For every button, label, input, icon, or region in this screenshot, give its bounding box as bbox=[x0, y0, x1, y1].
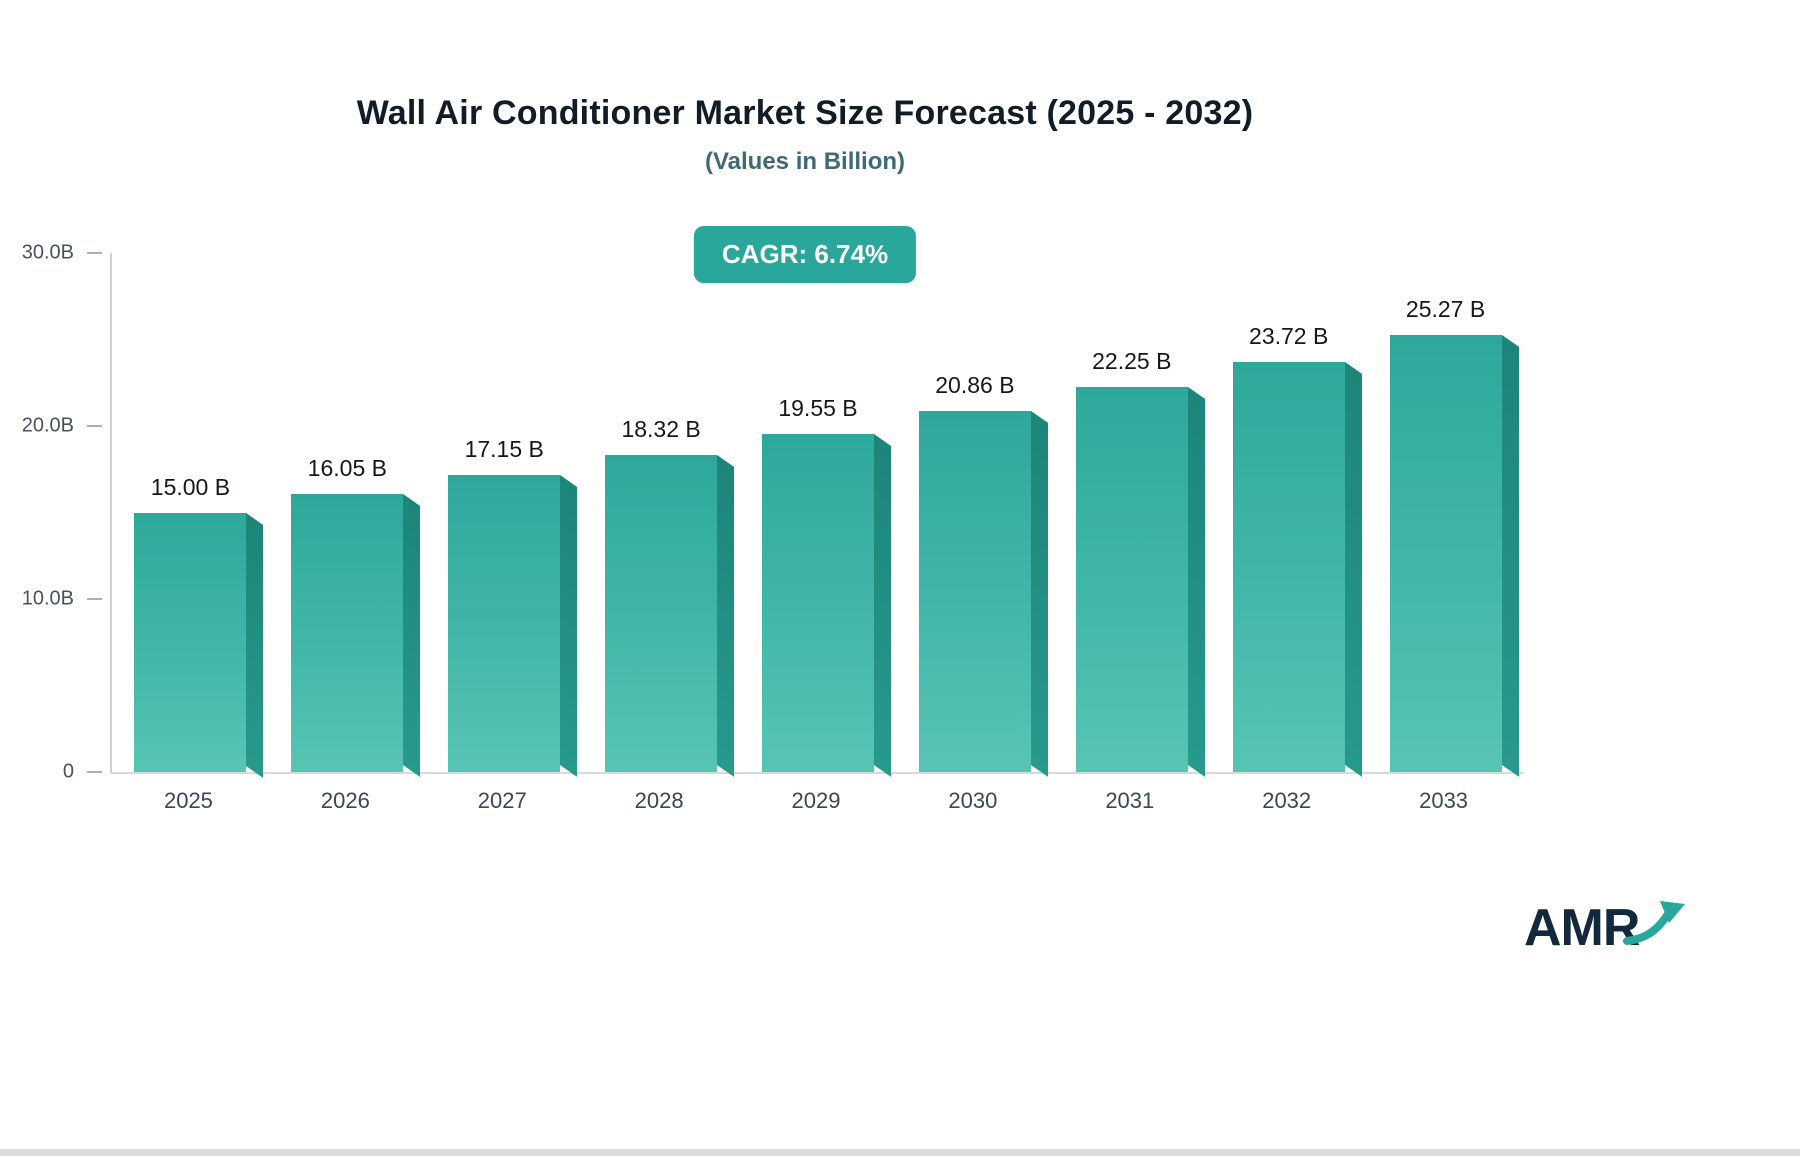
bar: 15.00 B bbox=[134, 474, 264, 777]
bar-group: 18.32 B bbox=[583, 253, 740, 777]
y-tick-label: 10.0B bbox=[21, 587, 74, 610]
bar: 19.55 B bbox=[762, 395, 891, 777]
y-tick-label: 30.0B bbox=[21, 241, 74, 264]
bar-group: 16.05 B bbox=[269, 253, 426, 777]
bar-group: 22.25 B bbox=[1053, 253, 1210, 777]
bar-group: 25.27 B bbox=[1367, 253, 1524, 777]
cagr-badge-label: CAGR: 6.74% bbox=[721, 239, 889, 269]
bar-side-face bbox=[717, 455, 735, 777]
amr-logo: AMR bbox=[1524, 898, 1687, 958]
chart-subtitle: (Values in Billion) bbox=[704, 148, 906, 175]
bar-value-label: 17.15 B bbox=[464, 436, 544, 463]
bar: 18.32 B bbox=[605, 416, 735, 777]
x-axis-label: 2028 bbox=[634, 788, 684, 813]
bars-container: 15.00 B 16.05 B 17.15 B 18.32 B 19.55 B 20.86… bbox=[112, 253, 1524, 777]
x-axis-label: 2029 bbox=[791, 788, 841, 813]
bar-side-face bbox=[560, 475, 578, 777]
bar-side-face bbox=[874, 433, 891, 777]
bar-side-face bbox=[1501, 334, 1519, 777]
bar-side-face bbox=[1344, 361, 1362, 777]
chart-title: Wall Air Conditioner Market Size Forecas… bbox=[356, 94, 1254, 132]
x-axis-label: 2033 bbox=[1419, 788, 1469, 813]
y-tick-mark bbox=[87, 771, 102, 773]
cagr-badge: CAGR: 6.74% bbox=[693, 226, 917, 283]
bar: 25.27 B bbox=[1389, 296, 1519, 777]
bar-side-face bbox=[246, 512, 264, 777]
x-axis-label: 2026 bbox=[320, 788, 370, 813]
plot-area: 30.0B 20.0B 10.0B 0 15.00 B 16.05 B 17.15 B 18… bbox=[22, 242, 1524, 783]
bar: 17.15 B bbox=[448, 436, 578, 777]
y-tick-mark bbox=[87, 598, 102, 600]
bar-value-label: 25.27 B bbox=[1405, 295, 1486, 322]
bar-value-label: 22.25 B bbox=[1092, 348, 1172, 375]
x-axis-labels: 2025 2026 2027 2028 2029 2030 2031 2032 2033 bbox=[110, 788, 1522, 814]
y-tick-label: 0 bbox=[62, 760, 74, 783]
bar-value-label: 18.32 B bbox=[621, 416, 701, 443]
bar: 23.72 B bbox=[1232, 323, 1362, 777]
y-tick-mark bbox=[87, 252, 102, 254]
x-axis-label: 2031 bbox=[1105, 788, 1155, 813]
x-axis-label: 2027 bbox=[477, 788, 527, 813]
bar-group: 20.86 B bbox=[896, 253, 1053, 777]
x-axis-label: 2025 bbox=[163, 788, 213, 813]
y-tick-label: 20.0B bbox=[21, 414, 74, 437]
bar-value-label: 20.86 B bbox=[935, 372, 1015, 399]
bottom-strip bbox=[0, 1149, 1800, 1156]
bar-side-face bbox=[403, 494, 421, 777]
growth-arrow-icon bbox=[1623, 901, 1686, 945]
bar: 22.25 B bbox=[1075, 348, 1205, 777]
bar-value-label: 16.05 B bbox=[307, 455, 387, 482]
bar-group: 23.72 B bbox=[1210, 253, 1367, 777]
bar: 16.05 B bbox=[291, 455, 421, 777]
bar-side-face bbox=[1030, 411, 1048, 777]
bar-value-label: 23.72 B bbox=[1249, 322, 1329, 349]
bar-group: 15.00 B bbox=[112, 253, 269, 777]
bar-group: 19.55 B bbox=[740, 253, 897, 777]
x-axis-label: 2030 bbox=[948, 788, 998, 813]
bar: 20.86 B bbox=[918, 372, 1048, 777]
amr-logo-text: AMR bbox=[1524, 899, 1640, 957]
bar-side-face bbox=[1187, 387, 1205, 777]
bar-value-label: 19.55 B bbox=[778, 394, 858, 421]
bar-group: 17.15 B bbox=[426, 253, 583, 777]
x-axis-label: 2032 bbox=[1262, 788, 1312, 813]
y-tick-mark bbox=[87, 425, 102, 427]
bar-value-label: 15.00 B bbox=[150, 473, 231, 500]
